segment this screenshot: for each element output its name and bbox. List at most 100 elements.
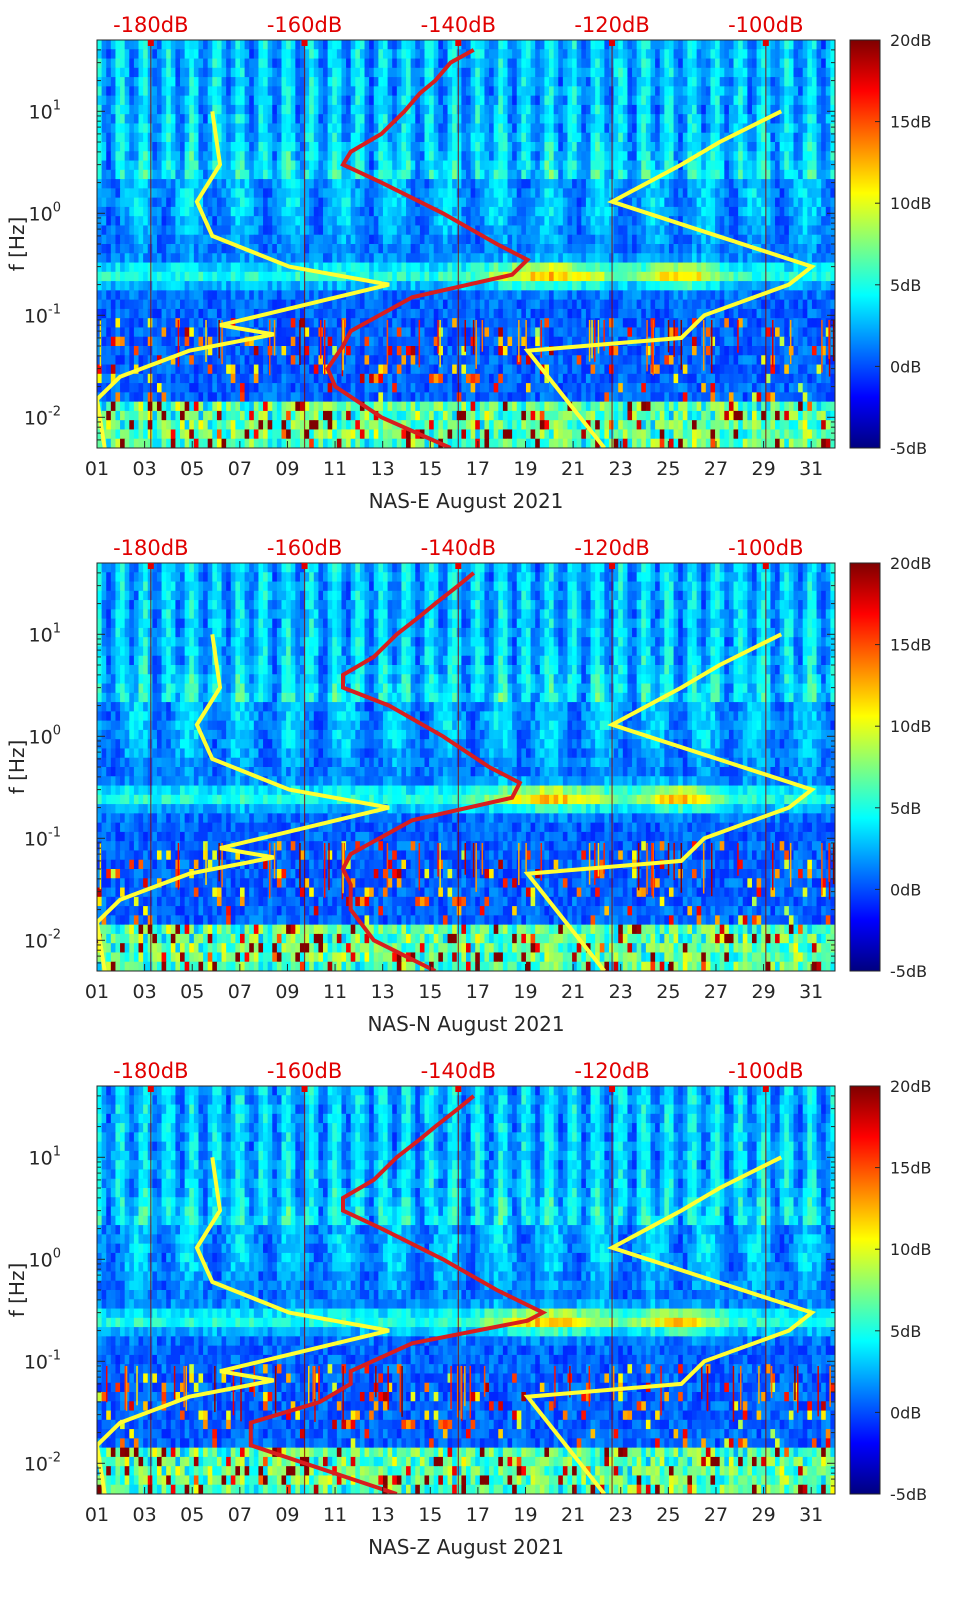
- x-tick-label: 11: [323, 1504, 347, 1526]
- x-tick-label: 25: [656, 981, 680, 1003]
- x-tick-label: 09: [275, 458, 299, 480]
- x-tick-label: 27: [704, 981, 728, 1003]
- top-db-tick-marker: [147, 40, 154, 46]
- x-tick-label: 29: [751, 981, 775, 1003]
- colorbar-tick-label: 15dB: [890, 1159, 932, 1178]
- x-tick-label: 05: [180, 1504, 204, 1526]
- top-db-tick-marker: [147, 1086, 154, 1092]
- top-db-tick-marker: [609, 40, 616, 46]
- spectrogram-panel-3: 01 03 05 07 09 11 13 15 17 19 21 23 25 27 29 31 10-2 10-1…: [5, 1059, 932, 1559]
- high-noise-model-line: [523, 632, 817, 971]
- x-axis-label: NAS-N August 2021: [367, 1012, 564, 1036]
- top-db-tick-marker: [301, 1086, 308, 1092]
- top-db-tick-label: -160dB: [267, 13, 342, 37]
- colorbar-tick-label: -5dB: [890, 962, 927, 981]
- top-db-tick-label: -100dB: [728, 536, 803, 560]
- spectrogram-panel-2: 01 03 05 07 09 11 13 15 17 19 21 23 25 27 29 31 10-2 10-1…: [5, 536, 932, 1036]
- x-tick-label: 21: [561, 981, 585, 1003]
- x-tick-label: 23: [609, 1504, 633, 1526]
- y-tick-label: 10-2: [24, 404, 61, 429]
- top-db-tick-label: -120dB: [574, 536, 649, 560]
- y-tick-label: 10-2: [24, 1450, 61, 1475]
- colorbar-tick-label: 10dB: [890, 1240, 932, 1259]
- top-db-tick-label: -100dB: [728, 1059, 803, 1083]
- y-tick-label: 100: [29, 200, 61, 225]
- top-db-tick-marker: [455, 1086, 462, 1092]
- top-db-tick-marker: [762, 1086, 769, 1092]
- x-tick-label: 15: [418, 1504, 442, 1526]
- top-db-tick-label: -100dB: [728, 13, 803, 37]
- colorbar-tick-label: 20dB: [890, 554, 932, 573]
- x-tick-label: 13: [371, 981, 395, 1003]
- x-tick-label: 15: [418, 458, 442, 480]
- x-tick-label: 23: [609, 981, 633, 1003]
- x-tick-label: 13: [371, 1504, 395, 1526]
- top-db-tick-marker: [301, 40, 308, 46]
- top-db-tick-marker: [762, 40, 769, 46]
- colorbar-tick-label: 0dB: [890, 1403, 921, 1422]
- x-tick-label: 01: [85, 458, 109, 480]
- x-axis-label: NAS-Z August 2021: [368, 1535, 564, 1559]
- x-tick-label: 19: [513, 458, 537, 480]
- x-tick-label: 17: [466, 458, 490, 480]
- colorbar-tick-label: 15dB: [890, 113, 932, 132]
- high-noise-model-line: [523, 1155, 817, 1494]
- heatmap-cells: [97, 40, 835, 448]
- y-tick-label: 10-1: [24, 302, 61, 327]
- x-tick-label: 19: [513, 981, 537, 1003]
- x-tick-label: 01: [85, 981, 109, 1003]
- y-tick-label: 100: [29, 1246, 61, 1271]
- x-tick-label: 25: [656, 458, 680, 480]
- spectrogram-panel-1: 01 03 05 07 09 11 13 15 17 19 21 23 25 27 29 31 10-2 10-1…: [5, 13, 932, 513]
- station-psd-line: [340, 571, 523, 971]
- x-tick-label: 31: [799, 1504, 823, 1526]
- y-axis-label: f [Hz]: [5, 217, 29, 272]
- top-db-tick-marker: [609, 1086, 616, 1092]
- y-tick-label: 101: [29, 621, 61, 646]
- high-noise-model-line: [523, 109, 817, 448]
- top-db-tick-label: -180dB: [113, 13, 188, 37]
- top-db-tick-label: -160dB: [267, 1059, 342, 1083]
- x-tick-label: 27: [704, 458, 728, 480]
- y-tick-label: 10-1: [24, 1348, 61, 1373]
- top-db-tick-label: -140dB: [421, 1059, 496, 1083]
- colorbar-tick-label: 10dB: [890, 717, 932, 736]
- x-tick-label: 27: [704, 1504, 728, 1526]
- y-axis-label: f [Hz]: [5, 1263, 29, 1318]
- y-tick-label: 10-1: [24, 825, 61, 850]
- low-noise-model-line: [97, 111, 390, 448]
- x-tick-label: 31: [799, 458, 823, 480]
- top-db-tick-label: -140dB: [421, 536, 496, 560]
- heatmap-cells: [97, 563, 835, 971]
- station-psd-line: [325, 48, 531, 448]
- top-db-tick-marker: [455, 563, 462, 569]
- colorbar-tick-label: 5dB: [890, 799, 921, 818]
- x-tick-label: 03: [133, 458, 157, 480]
- top-db-tick-marker: [147, 563, 154, 569]
- x-tick-label: 31: [799, 981, 823, 1003]
- station-psd-line: [248, 1094, 548, 1494]
- colorbar-tick-label: 15dB: [890, 636, 932, 655]
- colorbar-tick-label: 20dB: [890, 1077, 932, 1096]
- top-db-tick-label: -180dB: [113, 536, 188, 560]
- top-db-tick-marker: [609, 563, 616, 569]
- colorbar-tick-label: -5dB: [890, 1485, 927, 1504]
- x-tick-label: 07: [228, 981, 252, 1003]
- top-db-tick-marker: [301, 563, 308, 569]
- x-tick-label: 13: [371, 458, 395, 480]
- x-tick-label: 09: [275, 1504, 299, 1526]
- colorbar-tick-label: 0dB: [890, 357, 921, 376]
- y-axis-label: f [Hz]: [5, 740, 29, 795]
- top-db-tick-label: -140dB: [421, 13, 496, 37]
- top-db-tick-marker: [762, 563, 769, 569]
- top-db-tick-marker: [455, 40, 462, 46]
- low-noise-model-line: [97, 634, 390, 971]
- x-tick-label: 01: [85, 1504, 109, 1526]
- x-tick-label: 23: [609, 458, 633, 480]
- x-tick-label: 25: [656, 1504, 680, 1526]
- y-tick-label: 101: [29, 1144, 61, 1169]
- top-db-tick-label: -160dB: [267, 536, 342, 560]
- low-noise-model-line: [97, 1157, 390, 1494]
- x-tick-label: 17: [466, 1504, 490, 1526]
